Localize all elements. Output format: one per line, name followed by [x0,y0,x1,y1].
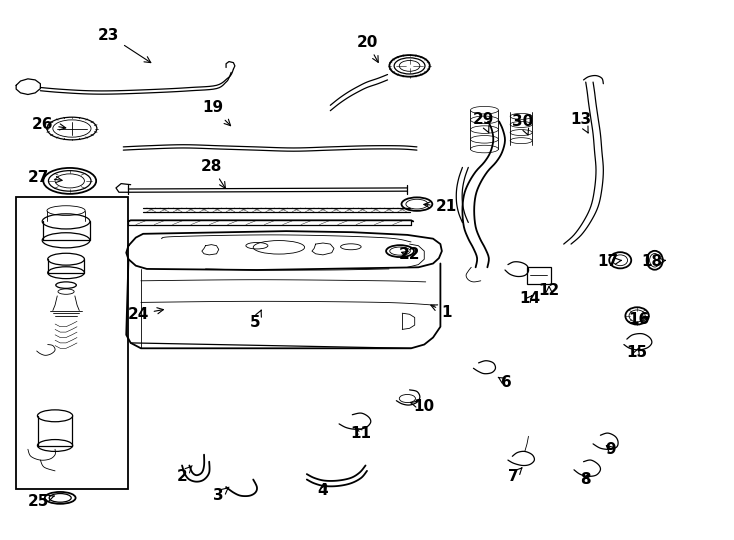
Bar [16,197,128,489]
Text: 9: 9 [606,442,616,457]
Text: 22: 22 [399,247,421,262]
Text: 1: 1 [431,305,451,320]
Text: 8: 8 [581,472,591,487]
Text: 13: 13 [571,112,592,133]
Text: 11: 11 [351,426,371,441]
Text: 12: 12 [539,283,559,298]
Text: 30: 30 [512,114,533,135]
Text: 28: 28 [200,159,225,188]
Text: 29: 29 [472,112,494,133]
Text: 16: 16 [628,312,649,327]
Text: 14: 14 [520,291,540,306]
Text: 23: 23 [98,28,150,63]
Text: 19: 19 [203,100,230,126]
Text: 21: 21 [424,199,457,214]
Text: 26: 26 [32,117,66,132]
Text: 27: 27 [27,170,62,185]
Text: 17: 17 [597,254,622,269]
Text: 15: 15 [627,345,647,360]
Text: 6: 6 [498,375,512,390]
Text: 24: 24 [127,307,164,322]
Text: 5: 5 [250,310,261,330]
Text: 10: 10 [410,399,435,414]
Text: 3: 3 [214,487,229,503]
Text: 18: 18 [642,254,666,269]
Text: 7: 7 [509,468,522,484]
Text: 2: 2 [177,465,192,484]
Text: 20: 20 [356,35,378,62]
Text: 25: 25 [27,494,54,509]
Bar [527,267,550,284]
Text: 4: 4 [318,483,328,498]
